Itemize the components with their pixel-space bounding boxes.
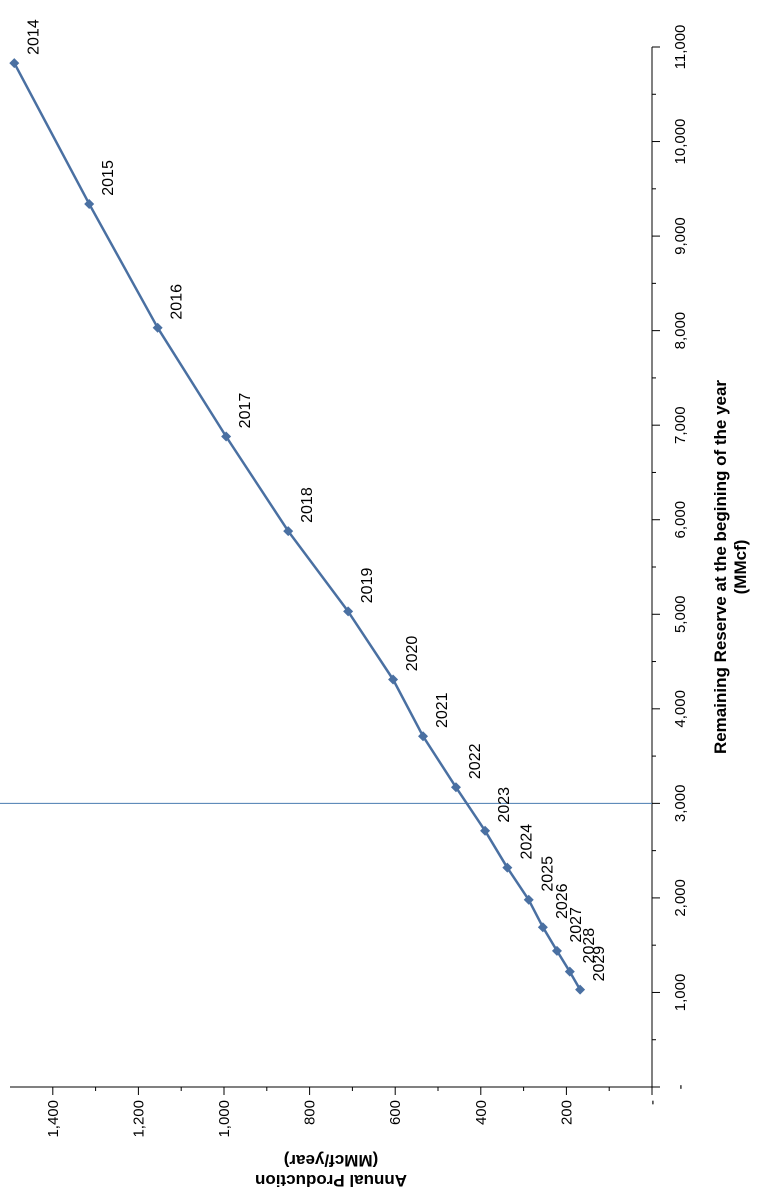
data-label-year: 2021 <box>434 692 451 728</box>
x-tick-label: 7,000 <box>672 406 689 444</box>
x-tick-label: 2,000 <box>672 879 689 917</box>
x-tick-label: 9,000 <box>672 217 689 255</box>
y-tick-label: 800 <box>302 1100 319 1125</box>
data-point <box>523 894 534 905</box>
data-label-year: 2025 <box>540 856 557 892</box>
data-label-year: 2020 <box>404 636 421 672</box>
data-label-year: 2028 <box>581 928 598 964</box>
data-point <box>564 966 575 977</box>
data-point <box>537 922 548 933</box>
y-axis-title: Annual Production <box>255 1171 407 1190</box>
data-label-year: 2018 <box>299 487 316 523</box>
data-point <box>480 825 491 836</box>
data-label-year: 2019 <box>359 568 376 604</box>
data-label-year: 2023 <box>496 787 513 823</box>
y-tick-label: 600 <box>387 1100 404 1125</box>
x-tick-label: 10,000 <box>672 119 689 165</box>
x-tick-label: 1,000 <box>672 974 689 1012</box>
data-label-year: 2022 <box>467 743 484 779</box>
y-axis-title-unit: (MMcf/year) <box>284 1151 378 1170</box>
data-label-year: 2026 <box>554 883 571 919</box>
data-label-year: 2014 <box>25 19 42 55</box>
plot-area: - 1,000 2,000 3,000 4,000 5,000 6,000 7,000 8,00… <box>0 19 750 1190</box>
x-tick-label: 11,000 <box>672 25 689 70</box>
data-label-year: 2029 <box>591 946 608 982</box>
y-tick-label: 1,200 <box>130 1100 147 1138</box>
data-label-year: 2015 <box>100 160 117 196</box>
x-axis-title-unit: (MMcf) <box>731 540 750 595</box>
y-tick-label: - <box>644 1100 661 1105</box>
data-point <box>502 862 513 873</box>
x-tick-label: 3,000 <box>672 785 689 823</box>
data-label-year: 2016 <box>169 284 186 320</box>
data-point <box>551 945 562 956</box>
x-axis-title: Remaining Reserve at the begining of the… <box>711 380 730 754</box>
data-point <box>388 674 399 685</box>
series-line <box>13 62 582 991</box>
data-point <box>575 984 586 995</box>
data-point <box>9 58 20 69</box>
data-label-year: 2024 <box>518 824 535 860</box>
data-point <box>343 606 354 617</box>
data-point <box>84 198 95 209</box>
x-tick-label: 4,000 <box>672 690 689 728</box>
y-tick-label: 1,400 <box>45 1100 62 1138</box>
data-label-year: 2017 <box>237 393 254 429</box>
data-label-year: 2027 <box>568 907 585 943</box>
y-tick-label: 200 <box>558 1100 575 1125</box>
x-tick-label: 8,000 <box>672 312 689 350</box>
data-point <box>283 526 294 537</box>
data-point <box>418 731 429 742</box>
x-tick-label: - <box>672 1085 689 1090</box>
y-tick-label: 1,000 <box>216 1100 233 1138</box>
data-point <box>152 322 163 333</box>
x-tick-label: 5,000 <box>672 595 689 633</box>
y-tick-label: 400 <box>473 1100 490 1125</box>
x-tick-label: 6,000 <box>672 501 689 539</box>
data-point <box>450 782 461 793</box>
data-point <box>221 431 232 442</box>
